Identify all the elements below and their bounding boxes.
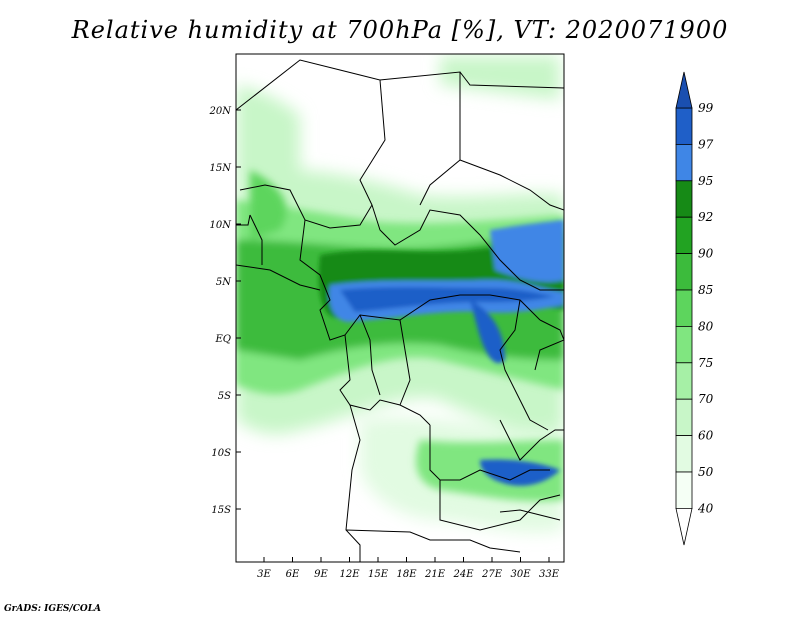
map-frame bbox=[235, 53, 565, 563]
lon-label: 30E bbox=[510, 569, 531, 580]
colorbar-segment bbox=[675, 107, 693, 145]
colorbar-level-label: 75 bbox=[698, 356, 713, 370]
lat-label: 5N bbox=[216, 277, 232, 288]
lat-label: 10N bbox=[210, 220, 233, 231]
country-borders bbox=[236, 59, 564, 562]
lon-label: 12E bbox=[339, 569, 360, 580]
lat-label: 5S bbox=[218, 391, 231, 402]
colorbar-level-label: 50 bbox=[698, 465, 714, 479]
colorbar-level-label: 95 bbox=[698, 174, 713, 188]
lat-label: 10S bbox=[211, 448, 231, 459]
colorbar-segment bbox=[675, 435, 693, 473]
lat-label: EQ bbox=[215, 334, 232, 345]
latitude-labels: 20N 15N 10N 5N EQ 5S 10S 15S bbox=[209, 106, 241, 516]
colorbar-segment bbox=[675, 325, 693, 364]
longitude-labels: 3E 6E 9E 12E 15E 18E 21E 24E 27E 30E 33E bbox=[257, 557, 560, 580]
colorbar-level-label: 92 bbox=[698, 210, 713, 224]
lon-label: 6E bbox=[286, 569, 300, 580]
colorbar-segment bbox=[675, 180, 693, 218]
colorbar-level-label: 99 bbox=[698, 101, 714, 115]
lon-label: 9E bbox=[314, 569, 328, 580]
colorbar-segment bbox=[675, 143, 693, 182]
map-title: Relative humidity at 700hPa [%], VT: 202… bbox=[71, 16, 729, 44]
colorbar-level-label: 40 bbox=[697, 501, 714, 515]
grads-credit: GrADS: IGES/COLA bbox=[4, 604, 102, 614]
colorbar-segment bbox=[675, 362, 693, 400]
humidity-field bbox=[236, 54, 564, 562]
colorbar-segment bbox=[675, 216, 693, 254]
lat-label: 20N bbox=[209, 106, 233, 117]
colorbar-level-label: 97 bbox=[698, 137, 714, 151]
colorbar: 99 97 95 92 90 85 80 75 70 60 50 40 bbox=[675, 71, 714, 546]
colorbar-level-label: 70 bbox=[698, 392, 714, 406]
colorbar-segment bbox=[675, 289, 693, 327]
humidity-map: 20N 15N 10N 5N EQ 5S 10S 15S 3E 6E 9E 12E 15E 18E 21E… bbox=[209, 53, 714, 580]
colorbar-top-triangle bbox=[675, 71, 693, 109]
colorbar-segment bbox=[675, 471, 693, 509]
lon-label: 18E bbox=[396, 569, 417, 580]
lon-label: 15E bbox=[368, 569, 389, 580]
colorbar-level-label: 85 bbox=[698, 283, 713, 297]
lon-label: 3E bbox=[257, 569, 271, 580]
lon-label: 27E bbox=[481, 569, 503, 580]
lon-label: 33E bbox=[539, 569, 560, 580]
colorbar-bottom-triangle bbox=[675, 507, 693, 546]
colorbar-level-label: 60 bbox=[698, 429, 714, 443]
colorbar-segment bbox=[675, 398, 693, 437]
colorbar-level-label: 80 bbox=[698, 319, 714, 333]
colorbar-level-label: 90 bbox=[698, 247, 714, 261]
lat-label: 15N bbox=[210, 163, 233, 174]
lon-label: 21E bbox=[424, 569, 446, 580]
colorbar-segment bbox=[675, 253, 693, 291]
lat-label: 15S bbox=[211, 505, 231, 516]
lon-label: 24E bbox=[452, 569, 474, 580]
